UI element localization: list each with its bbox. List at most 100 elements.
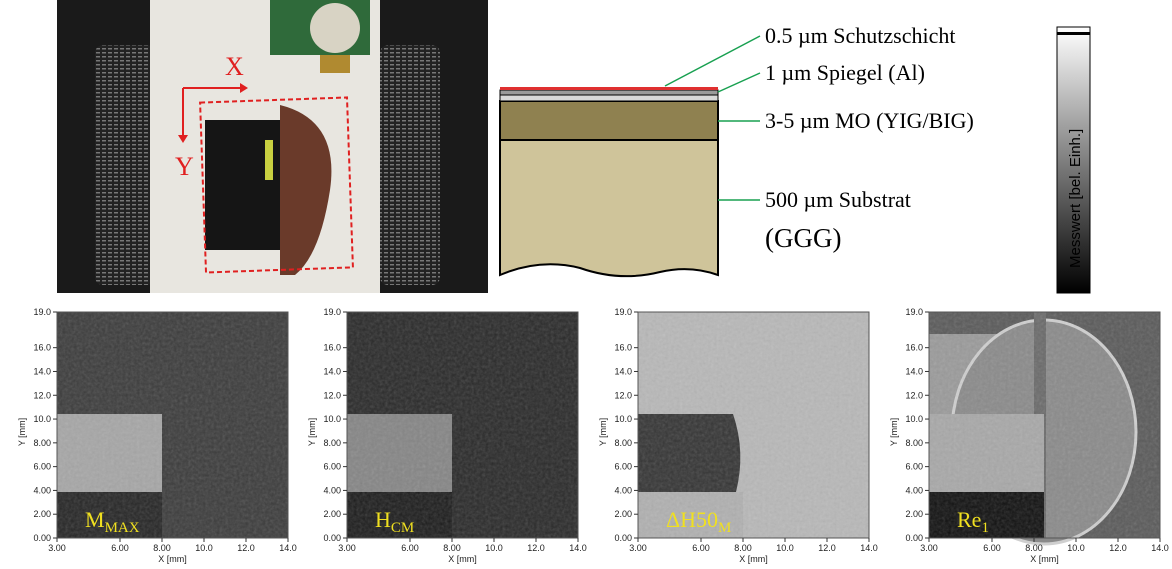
x-tick-label: 10.0 [485, 543, 503, 553]
y-tick-label: 16.0 [614, 343, 632, 353]
x-tick-label: 8.00 [734, 543, 752, 553]
panel-label-main: Re [957, 507, 981, 532]
y-tick-label: 12.0 [614, 390, 632, 400]
x-tick-label: 6.00 [401, 543, 419, 553]
x-tick-label: 8.00 [1025, 543, 1043, 553]
x-axis-label: X [mm] [158, 554, 187, 564]
x-tick-label: 3.00 [920, 543, 938, 553]
x-axis-label: X [mm] [1030, 554, 1059, 564]
y-tick-label: 14.0 [905, 366, 923, 376]
x-tick-label: 14.0 [569, 543, 587, 553]
y-tick-label: 8.00 [33, 438, 51, 448]
y-tick-label: 14.0 [323, 366, 341, 376]
y-tick-label: 4.00 [323, 485, 341, 495]
y-tick-label: 10.0 [33, 414, 51, 424]
y-tick-label: 8.00 [905, 438, 923, 448]
image-panel: Re1 0.00 2.00 4.00 6.00 8.00 10.0 12.0 14.0 16.0 1… [889, 307, 1169, 564]
photo-y-label: Y [175, 152, 194, 181]
x-tick-label: 3.00 [48, 543, 66, 553]
y-tick-label: 0.00 [614, 533, 632, 543]
panel-label-sub: M [718, 520, 731, 536]
panel-label-main: ΔH50 [666, 507, 718, 532]
y-tick-label: 19.0 [614, 307, 632, 317]
photo-x-label: X [225, 52, 244, 81]
y-axis-label: Y [mm] [17, 418, 27, 446]
x-tick-label: 6.00 [983, 543, 1001, 553]
panel-label-sub: MAX [105, 520, 140, 536]
figure: X Y 0.5 µm Schutzschicht 1 µm Spiegel (A… [0, 0, 1172, 569]
panel-label-sub: CM [391, 520, 414, 536]
x-tick-label: 14.0 [860, 543, 878, 553]
y-tick-label: 16.0 [33, 343, 51, 353]
y-tick-label: 16.0 [905, 343, 923, 353]
image-noise [638, 312, 869, 538]
y-tick-label: 6.00 [614, 462, 632, 472]
x-axis-label: X [mm] [739, 554, 768, 564]
layer-label: 0.5 µm Schutzschicht [765, 23, 955, 48]
x-tick-label: 12.0 [1109, 543, 1127, 553]
colorbar-label: Messwert [bel. Einh.] [1067, 129, 1084, 268]
x-tick-label: 6.00 [692, 543, 710, 553]
y-tick-label: 14.0 [614, 366, 632, 376]
y-tick-label: 12.0 [323, 390, 341, 400]
y-tick-label: 6.00 [323, 462, 341, 472]
layer-note: (GGG) [765, 223, 841, 253]
y-tick-label: 10.0 [905, 414, 923, 424]
y-tick-label: 8.00 [323, 438, 341, 448]
y-tick-label: 10.0 [323, 414, 341, 424]
photo: X Y [57, 0, 488, 293]
y-tick-label: 12.0 [905, 390, 923, 400]
y-tick-label: 4.00 [614, 485, 632, 495]
x-tick-label: 10.0 [195, 543, 213, 553]
y-tick-label: 2.00 [905, 509, 923, 519]
y-tick-label: 0.00 [323, 533, 341, 543]
y-tick-label: 2.00 [614, 509, 632, 519]
x-tick-label: 6.00 [111, 543, 129, 553]
x-tick-label: 10.0 [1067, 543, 1085, 553]
x-tick-label: 14.0 [279, 543, 297, 553]
y-tick-label: 2.00 [33, 509, 51, 519]
y-tick-label: 19.0 [323, 307, 341, 317]
image-panel: MMAX 0.00 2.00 4.00 6.00 8.00 10.0 12.0 14.0 16.0… [17, 307, 297, 564]
y-tick-label: 6.00 [905, 462, 923, 472]
x-tick-label: 12.0 [818, 543, 836, 553]
y-tick-label: 16.0 [323, 343, 341, 353]
layer-label: 500 µm Substrat [765, 187, 911, 212]
y-tick-label: 19.0 [905, 307, 923, 317]
x-tick-label: 12.0 [527, 543, 545, 553]
x-tick-label: 3.00 [338, 543, 356, 553]
y-tick-label: 0.00 [33, 533, 51, 543]
y-tick-label: 10.0 [614, 414, 632, 424]
x-tick-label: 3.00 [629, 543, 647, 553]
x-tick-label: 10.0 [776, 543, 794, 553]
y-axis-label: Y [mm] [307, 418, 317, 446]
layer-label: 3-5 µm MO (YIG/BIG) [765, 108, 974, 133]
y-tick-label: 12.0 [33, 390, 51, 400]
y-axis-label: Y [mm] [598, 418, 608, 446]
image-panel: ΔH50M 0.00 2.00 4.00 6.00 8.00 10.0 12.0 14.0 16.… [598, 307, 878, 564]
x-axis-label: X [mm] [448, 554, 477, 564]
y-tick-label: 4.00 [905, 485, 923, 495]
x-tick-label: 8.00 [443, 543, 461, 553]
layer-label: 1 µm Spiegel (Al) [765, 60, 925, 85]
panel-label-sub: 1 [981, 520, 989, 536]
y-tick-label: 8.00 [614, 438, 632, 448]
y-tick-label: 0.00 [905, 533, 923, 543]
image-noise [57, 312, 288, 538]
image-noise [347, 312, 578, 538]
y-tick-label: 14.0 [33, 366, 51, 376]
panel-label-main: M [85, 507, 105, 532]
panels: MMAX0.002.004.006.008.0010.012.014.016.0… [17, 307, 1169, 564]
y-tick-label: 6.00 [33, 462, 51, 472]
y-tick-label: 4.00 [33, 485, 51, 495]
x-tick-label: 12.0 [237, 543, 255, 553]
x-tick-label: 14.0 [1151, 543, 1169, 553]
x-tick-label: 8.00 [153, 543, 171, 553]
image-panel: HCM 0.00 2.00 4.00 6.00 8.00 10.0 12.0 14.0 16.0 1… [307, 307, 587, 564]
y-axis-label: Y [mm] [889, 418, 899, 446]
image-noise [929, 312, 1160, 538]
layer-diagram: 0.5 µm Schutzschicht 1 µm Spiegel (Al) 3… [500, 23, 974, 276]
y-tick-label: 2.00 [323, 509, 341, 519]
colorbar: Messwert [bel. Einh.] [1057, 27, 1090, 293]
panel-label-main: H [375, 507, 391, 532]
